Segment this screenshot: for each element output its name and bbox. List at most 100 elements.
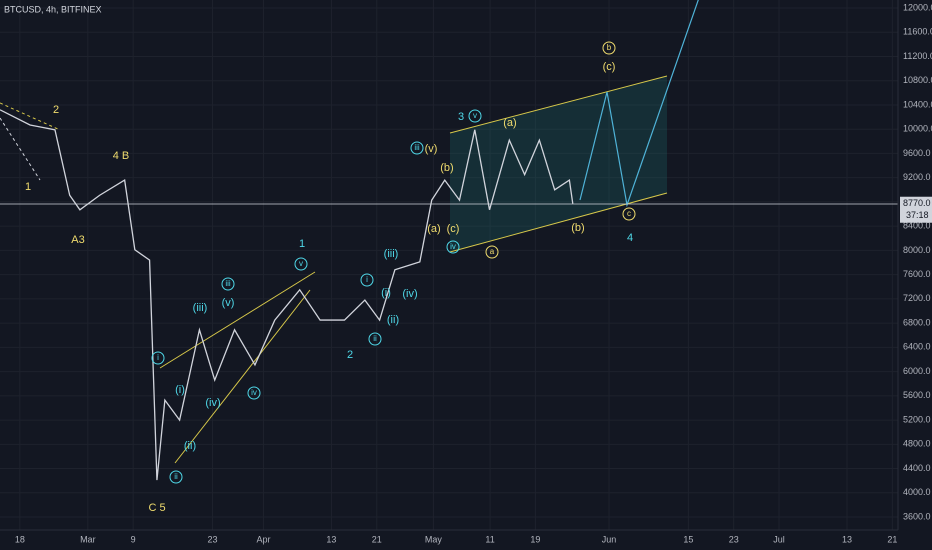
y-tick-label: 11600.0 [903,27,932,37]
y-tick-label: 5600.0 [903,390,931,400]
annotation: a [490,247,495,256]
annotation-circle [468,109,482,123]
annotation-circle [221,277,235,291]
y-tick-label: 10800.0 [903,75,932,85]
annotation: b [607,43,612,52]
wedge-dashed [0,102,61,131]
annotation-circle [622,207,636,221]
annotation: (iii) [384,248,399,260]
x-tick-label: 23 [207,534,217,544]
annotation: (i) [175,384,185,396]
x-tick-label: Apr [256,534,270,544]
annotation-circle [169,470,183,484]
annotation: (c) [603,61,616,73]
y-tick-label: 12000.0 [903,2,932,12]
annotation: iii [414,143,420,152]
annotation: (a) [427,223,440,235]
annotation-circle [446,240,460,254]
y-tick-label: 10000.0 [903,124,932,134]
annotation-circle [360,273,374,287]
x-tick-label: 11 [485,534,494,544]
x-tick-label: May [425,534,443,544]
y-tick-label: 3600.0 [903,511,931,521]
x-tick-label: 23 [729,534,739,544]
annotation: 1 [299,238,305,250]
annotation: v [473,111,477,120]
annotation: 3 [458,111,464,123]
annotation-circle [294,257,308,271]
channel-upper [449,75,668,134]
wedge-upper [159,271,316,369]
annotation: 2 [53,104,59,116]
y-tick-label: 8000.0 [903,245,931,255]
last-price-label: 8770.0 [903,198,931,208]
annotation: (b) [571,222,584,234]
x-tick-label: 13 [842,534,852,544]
y-tick-label: 4800.0 [903,439,931,449]
x-tick-label: Mar [80,534,96,544]
annotation: 4 B [113,150,130,162]
annotation: c [627,209,631,218]
y-tick-label: 10400.0 [903,99,932,109]
x-tick-label: Jul [773,534,785,544]
annotation: C 5 [148,502,165,514]
x-tick-label: 13 [326,534,336,544]
x-tick-label: 19 [530,534,540,544]
annotation: iii [225,279,231,288]
annotation-circle [485,245,499,259]
annotation: (v) [222,297,235,309]
annotation: (iv) [402,288,417,300]
wedge-dashed [0,117,41,181]
y-tick-label: 8400.0 [903,221,931,231]
annotation: ii [373,334,377,343]
x-tick-label: 21 [887,534,897,544]
annotation-circle [247,386,261,400]
annotation: (ii) [387,314,399,326]
y-tick-label: 7200.0 [903,293,931,303]
annotation-circle [410,141,424,155]
last-price-box [900,196,932,223]
x-tick-label: 18 [15,534,25,544]
projection [579,0,699,208]
price-axis [898,0,932,550]
annotation: ii [174,472,178,481]
annotation: iv [251,388,257,397]
x-tick-label: Jun [602,534,617,544]
annotation: v [299,259,303,268]
annotation-circle [602,41,616,55]
annotation: i [366,275,368,284]
annotation: (b) [440,162,453,174]
y-tick-label: 7600.0 [903,269,931,279]
annotation: 2 [347,349,353,361]
x-tick-label: 21 [372,534,382,544]
annotation-circle [368,332,382,346]
y-tick-label: 9200.0 [903,172,931,182]
y-tick-label: 5200.0 [903,414,931,424]
channel [450,76,667,252]
y-tick-label: 11200.0 [903,51,932,61]
channel-lower [449,192,668,253]
countdown: 37:18 [906,210,929,220]
annotation: (c) [447,223,460,235]
y-tick-label: 9600.0 [903,148,931,158]
annotation: (v) [425,143,438,155]
annotation: (iv) [205,397,220,409]
x-tick-label: 9 [131,534,136,544]
annotation: (a) [503,117,516,129]
y-tick-label: 4000.0 [903,487,931,497]
annotation: iv [450,242,456,251]
chart-title: BTCUSD, 4h, BITFINEX [4,4,102,14]
annotation: (iii) [193,302,208,314]
annotation: (i) [381,287,391,299]
y-tick-label: 4400.0 [903,463,931,473]
annotation: 4 [627,232,633,244]
y-tick-label: 6800.0 [903,317,931,327]
wedge-lower [174,289,311,464]
annotation-circle [151,351,165,365]
y-tick-label: 6000.0 [903,366,931,376]
annotation: (ii) [184,440,196,452]
price-line [0,109,574,481]
y-tick-label: 6400.0 [903,342,931,352]
annotation: 1 [25,181,31,193]
